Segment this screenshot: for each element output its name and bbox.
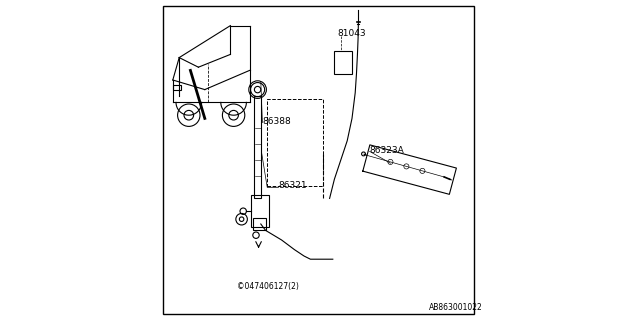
Bar [173, 85, 181, 90]
Text: 86321: 86321 [278, 181, 307, 190]
Text: 86388: 86388 [262, 117, 291, 126]
Text: AB863001022: AB863001022 [429, 303, 483, 312]
Text: 81043: 81043 [338, 29, 366, 38]
Bar [334, 51, 352, 74]
Text: 86323A: 86323A [370, 146, 404, 155]
Bar [253, 218, 266, 230]
Text: ©047406127(2): ©047406127(2) [237, 282, 299, 291]
Bar [254, 96, 262, 198]
Bar [268, 99, 323, 186]
Bar [251, 195, 269, 227]
